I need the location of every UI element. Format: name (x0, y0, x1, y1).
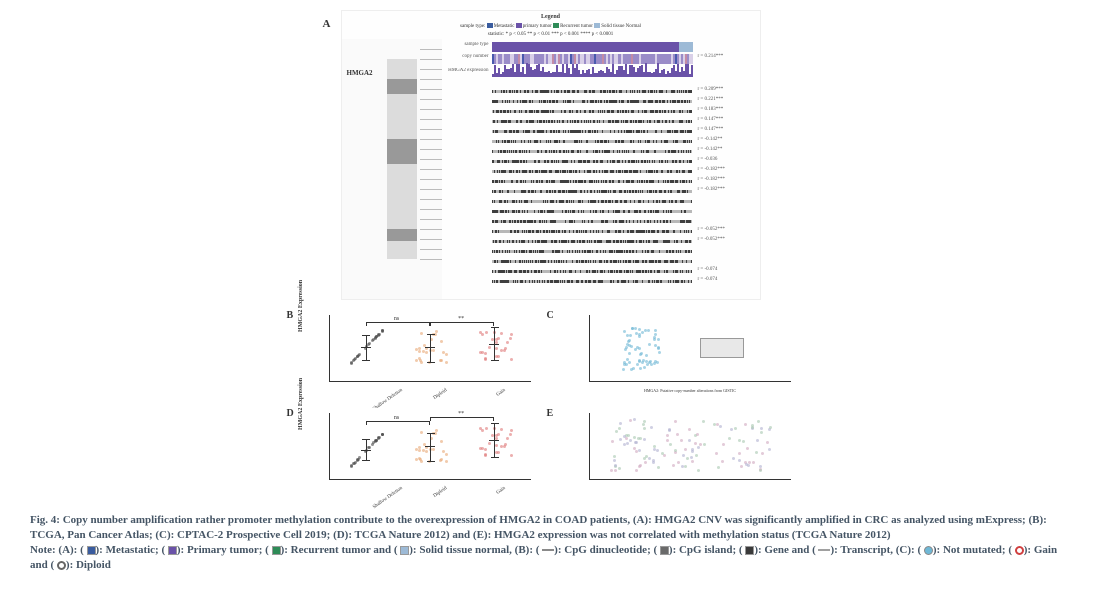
panel-c: C HMGA2: Putative copy-number alteration… (561, 310, 801, 400)
legend-line-3: statistic: * p < 0.05 ** p < 0.01 *** p … (342, 31, 760, 39)
note-swatch-primary (168, 546, 177, 555)
exon-2 (387, 139, 417, 164)
panel-e-plot (589, 413, 791, 480)
swatch-recurrent (553, 23, 559, 28)
panel-b-ylabel: HMGA2 Expression (298, 280, 304, 332)
note-circle-notmut (924, 546, 933, 555)
note-t: ): Recurrent tumor and ( (281, 544, 398, 556)
panel-e-label: E (547, 408, 554, 419)
panel-c-plot: HMGA2: Putative copy-number alterations … (589, 315, 791, 382)
note-swatch-recurrent (272, 546, 281, 555)
note-t: ): CpG island; ( (669, 544, 743, 556)
panel-d-label: D (287, 408, 294, 419)
gene-track: HMGA2 (342, 39, 442, 299)
note-t: ): Not mutated; ( (933, 544, 1012, 556)
note-t: ): Solid tissue normal, (B): ( (409, 544, 539, 556)
panel-a-legend: Legend sample type: Metastatic primary t… (342, 11, 760, 39)
legend-text: Solid tissue Normal (601, 24, 641, 29)
heatmap-area: HMGA2 sample typecopy numberr = 0.214***… (342, 39, 760, 299)
legend-line-1: sample type: Metastatic primary tumor Re… (342, 23, 760, 31)
note-t: ): Diploid (66, 559, 111, 571)
note-prefix: Note: (A): ( (30, 544, 84, 556)
panel-d-ylabel: HMGA2 Expression (298, 378, 304, 430)
note-line-cpg-di (542, 549, 554, 551)
exon-1 (387, 79, 417, 94)
note-t: ): Transcript, (C): ( (830, 544, 921, 556)
legend-text: primary tumor (523, 24, 552, 29)
panel-b: B HMGA2 Expression Shallow DeletionDiplo… (301, 310, 541, 400)
swatch-metastatic (487, 23, 493, 28)
panels-bottom: B HMGA2 Expression Shallow DeletionDiplo… (301, 310, 801, 498)
note-t: ): Gene and ( (754, 544, 815, 556)
panel-a: Legend sample type: Metastatic primary t… (341, 10, 761, 300)
gene-label: HMGA2 (347, 69, 373, 77)
note-t: ): CpG dinucleotide; ( (554, 544, 657, 556)
legend-text: sample type: (460, 24, 485, 29)
swatch-normal (594, 23, 600, 28)
note-swatch-metastatic (87, 546, 96, 555)
note-t: ): Primary tumor; ( (177, 544, 269, 556)
panel-d-plot: Shallow DeletionDiploidGainns** (329, 413, 531, 480)
swatch-primary (516, 23, 522, 28)
caption-title: Fig. 4: Copy number amplification rather… (30, 514, 1047, 541)
note-line-transcript (818, 549, 830, 551)
main-heatmap: sample typecopy numberr = 0.214***HMGA2 … (442, 39, 760, 299)
caption-note: Note: (A): ( ): Metastatic; ( ): Primary… (30, 544, 1057, 571)
note-t: ): Metastatic; ( (96, 544, 166, 556)
legend-text: Metastatic (494, 24, 515, 29)
legend-title: Legend (342, 13, 760, 23)
panel-b-label: B (287, 310, 294, 321)
track-connector-lines (420, 49, 442, 289)
note-circle-diploid (57, 561, 66, 570)
panel-a-wrapper: A Legend sample type: Metastatic primary… (341, 10, 761, 300)
panel-b-plot: Shallow DeletionDiploidGainns** (329, 315, 531, 382)
legend-text: Recurrent tumor (560, 24, 593, 29)
note-circle-gain (1015, 546, 1024, 555)
note-swatch-normal (400, 546, 409, 555)
figure-caption: Fig. 4: Copy number amplification rather… (20, 508, 1081, 577)
note-swatch-cpg-isl (660, 546, 669, 555)
panel-d: D HMGA2 Expression Shallow DeletionDiplo… (301, 408, 541, 498)
exon-3 (387, 229, 417, 241)
note-swatch-gene (745, 546, 754, 555)
figure-container: A Legend sample type: Metastatic primary… (20, 10, 1081, 580)
panel-a-label: A (323, 18, 331, 30)
panel-c-label: C (547, 310, 554, 321)
panel-e: E (561, 408, 801, 498)
